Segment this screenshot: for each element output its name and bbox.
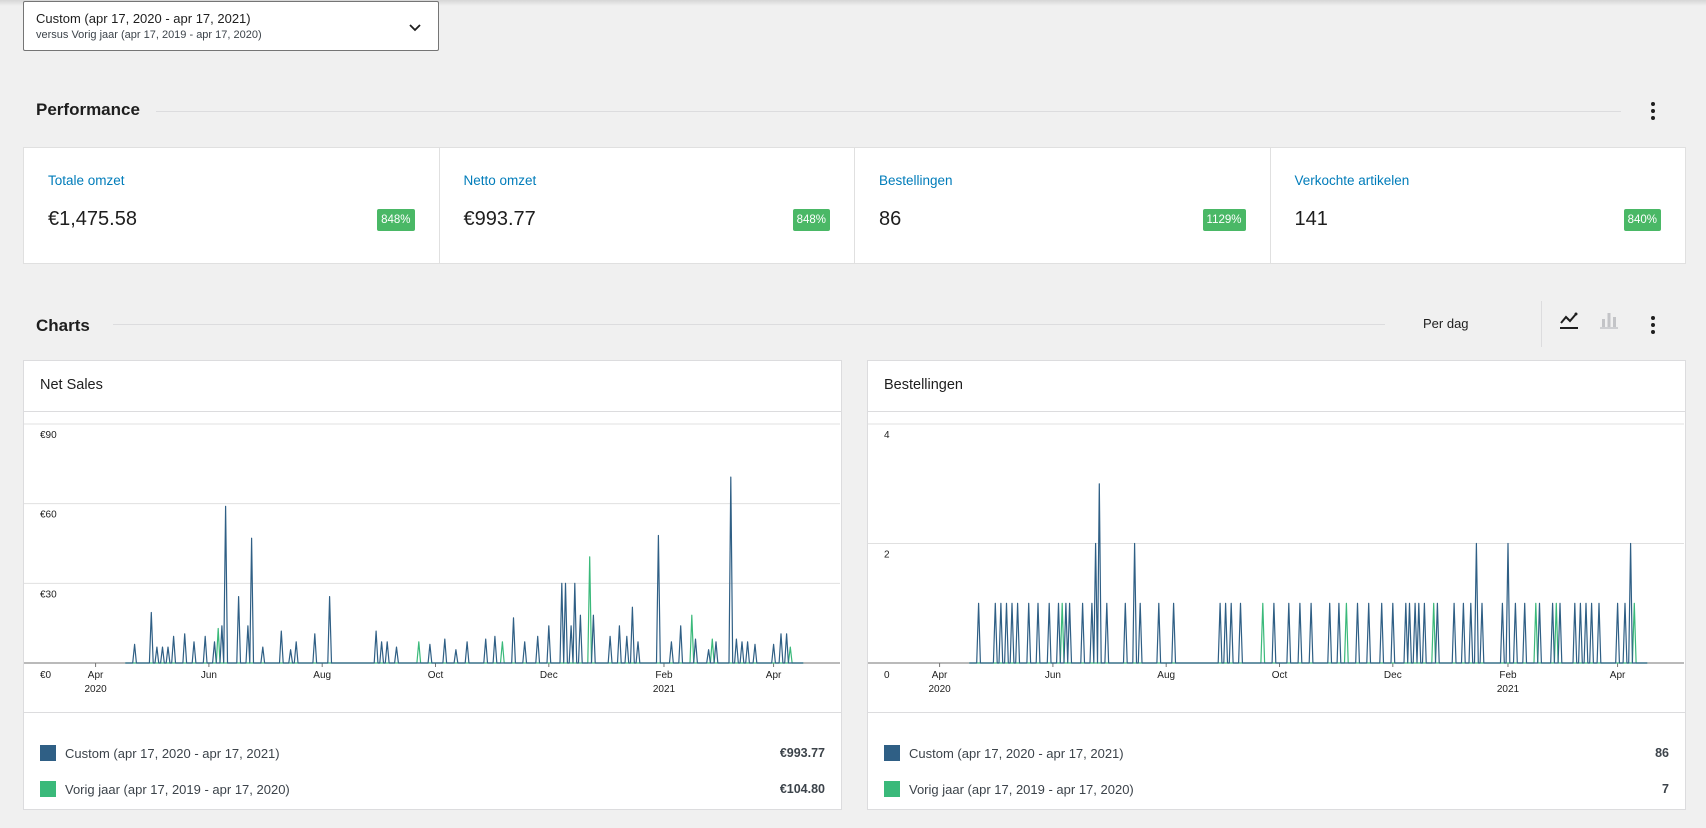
perf-item-items-sold[interactable]: Verkochte artikelen 141 840%: [1271, 148, 1686, 263]
x-tick-label: Apr: [766, 670, 782, 681]
charts-header: Charts: [36, 316, 90, 336]
y-tick-label: €0: [40, 670, 52, 681]
legend-total: €104.80: [779, 782, 825, 796]
legend-swatch: [884, 745, 900, 761]
legend-total: 7: [1662, 782, 1669, 796]
perf-label: Verkochte artikelen: [1294, 173, 1410, 188]
perf-item-net-sales[interactable]: Netto omzet €993.77 848%: [440, 148, 855, 263]
perf-item-total-sales[interactable]: Totale omzet €1,475.58 848%: [24, 148, 440, 263]
perf-label: Totale omzet: [48, 173, 125, 188]
y-tick-label: 0: [884, 670, 890, 681]
x-tick-label: Aug: [313, 670, 331, 681]
x-tick-year: 2020: [928, 684, 951, 695]
perf-item-orders[interactable]: Bestellingen 86 1129%: [855, 148, 1271, 263]
perf-value: €1,475.58: [48, 208, 137, 230]
x-tick-label: Feb: [655, 670, 673, 681]
y-tick-label: 2: [884, 550, 890, 561]
date-range-secondary: versus Vorig jaar (apr 17, 2019 - apr 17…: [36, 29, 262, 41]
legend-item-primary[interactable]: Custom (apr 17, 2020 - apr 17, 2021) €99…: [40, 735, 825, 771]
chart-card-orders: Bestellingen 0 2 4 Apr 2020 Jun Aug Oct Dec Feb 20…: [867, 360, 1686, 810]
perf-label: Netto omzet: [463, 173, 537, 188]
x-tick-label: Feb: [1499, 670, 1517, 681]
performance-header: Performance: [36, 100, 140, 120]
interval-select[interactable]: Per dag: [1423, 316, 1469, 331]
performance-title: Performance: [36, 100, 140, 119]
legend-total: €993.77: [779, 746, 825, 760]
net-sales-chart[interactable]: €0 €30 €60 €90 Apr 2020 Jun Aug Oct Dec Feb 2021 Apr: [24, 412, 841, 713]
performance-summary: Totale omzet €1,475.58 848% Netto omzet …: [23, 147, 1686, 264]
line-chart-icon[interactable]: [1557, 308, 1581, 332]
perf-delta-badge: 848%: [377, 209, 415, 231]
chart-legend: Custom (apr 17, 2020 - apr 17, 2021) €99…: [24, 713, 841, 807]
toolbar-separator: [1541, 301, 1542, 347]
y-tick-label: €30: [40, 589, 57, 600]
perf-value: 141: [1294, 208, 1328, 230]
x-tick-year: 2020: [84, 684, 107, 695]
bar-chart-icon[interactable]: [1597, 308, 1621, 332]
legend-swatch: [40, 745, 56, 761]
x-tick-label: Dec: [1384, 670, 1402, 681]
x-tick-label: Jun: [201, 670, 217, 681]
series-line-primary: [125, 476, 804, 664]
date-range-picker[interactable]: Custom (apr 17, 2020 - apr 17, 2021) ver…: [23, 1, 439, 51]
legend-item-secondary[interactable]: Vorig jaar (apr 17, 2019 - apr 17, 2020)…: [884, 771, 1669, 807]
chart-card-net-sales: Net Sales €0 €30 €60 €90 Apr 2020 Jun Aug Oct Dec…: [23, 360, 842, 810]
chevron-down-icon: [409, 24, 421, 32]
top-shadow: [0, 0, 1706, 6]
chart-area: €0 €30 €60 €90 Apr 2020 Jun Aug Oct Dec Feb 2021 Apr: [24, 412, 841, 713]
legend-item-secondary[interactable]: Vorig jaar (apr 17, 2019 - apr 17, 2020)…: [40, 771, 825, 807]
x-tick-label: Dec: [540, 670, 558, 681]
perf-value: €993.77: [463, 208, 536, 230]
x-tick-label: Apr: [88, 670, 104, 681]
x-tick-label: Jun: [1045, 670, 1061, 681]
legend-item-primary[interactable]: Custom (apr 17, 2020 - apr 17, 2021) 86: [884, 735, 1669, 771]
perf-delta-badge: 848%: [792, 209, 830, 231]
legend-swatch: [40, 781, 56, 797]
orders-chart[interactable]: 0 2 4 Apr 2020 Jun Aug Oct Dec Feb 2021 Apr: [868, 412, 1685, 713]
charts-more-vertical-icon[interactable]: [1641, 313, 1665, 337]
legend-label: Vorig jaar (apr 17, 2019 - apr 17, 2020): [909, 781, 1134, 797]
y-tick-label: €60: [40, 510, 57, 521]
charts-title: Charts: [36, 316, 90, 335]
perf-delta-badge: 1129%: [1202, 209, 1246, 231]
legend-swatch: [884, 781, 900, 797]
chart-area: 0 2 4 Apr 2020 Jun Aug Oct Dec Feb 2021 Apr: [868, 412, 1685, 713]
y-tick-label: 4: [884, 430, 890, 441]
charts-divider: [113, 324, 1385, 325]
x-tick-label: Oct: [428, 670, 444, 681]
series-line-primary: [969, 483, 1648, 664]
chart-title: Net Sales: [24, 361, 841, 412]
x-tick-label: Aug: [1157, 670, 1175, 681]
chart-legend: Custom (apr 17, 2020 - apr 17, 2021) 86 …: [868, 713, 1685, 807]
perf-label: Bestellingen: [879, 173, 953, 188]
perf-value: 86: [879, 208, 902, 230]
chart-title: Bestellingen: [868, 361, 1685, 412]
date-range-primary: Custom (apr 17, 2020 - apr 17, 2021): [36, 11, 251, 26]
y-tick-label: €90: [40, 430, 57, 441]
x-tick-label: Apr: [1610, 670, 1626, 681]
legend-label: Custom (apr 17, 2020 - apr 17, 2021): [909, 745, 1124, 761]
performance-more-vertical-icon[interactable]: [1641, 99, 1665, 123]
legend-total: 86: [1655, 746, 1669, 760]
x-tick-year: 2021: [653, 684, 676, 695]
legend-label: Vorig jaar (apr 17, 2019 - apr 17, 2020): [65, 781, 290, 797]
x-tick-label: Apr: [932, 670, 948, 681]
legend-label: Custom (apr 17, 2020 - apr 17, 2021): [65, 745, 280, 761]
performance-divider: [156, 111, 1621, 112]
perf-delta-badge: 840%: [1623, 209, 1661, 231]
x-tick-year: 2021: [1497, 684, 1520, 695]
x-tick-label: Oct: [1272, 670, 1288, 681]
